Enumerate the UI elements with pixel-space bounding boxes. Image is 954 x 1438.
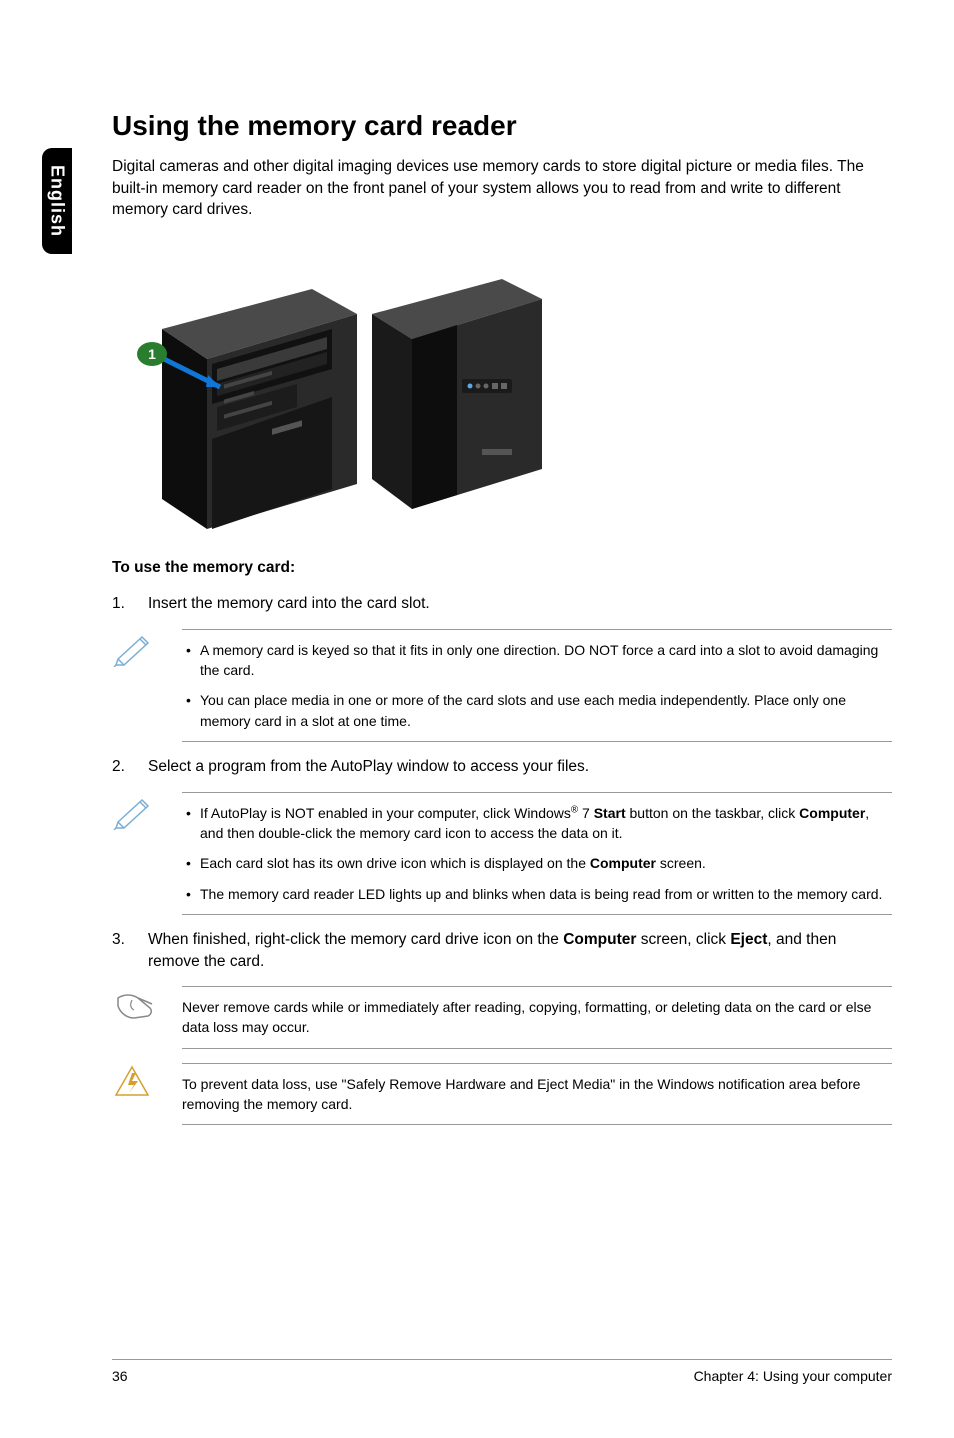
chapter-label: Chapter 4: Using your computer	[694, 1368, 892, 1384]
note-block-2: If AutoPlay is NOT enabled in your compu…	[112, 792, 892, 915]
step-3-text-b: screen, click	[636, 931, 730, 948]
note-block-4: To prevent data loss, use "Safely Remove…	[112, 1063, 892, 1126]
step-3-text: When finished, right-click the memory ca…	[148, 929, 892, 972]
subheading: To use the memory card:	[112, 559, 892, 577]
note-1-body: A memory card is keyed so that it fits i…	[182, 629, 892, 742]
note-1-item-2: You can place media in one or more of th…	[182, 690, 892, 731]
step-3-bold-b: Eject	[730, 931, 767, 948]
note-4-text: To prevent data loss, use "Safely Remove…	[182, 1074, 892, 1115]
lightning-icon	[112, 1063, 182, 1110]
pencil-icon	[112, 792, 182, 835]
note-2-item-2-bold: Computer	[590, 855, 656, 871]
note-block-1: A memory card is keyed so that it fits i…	[112, 629, 892, 742]
note-2-item-2-b: screen.	[656, 855, 706, 871]
side-tab-label: English	[47, 165, 68, 237]
step-3-bold-a: Computer	[563, 931, 636, 948]
section-heading: Using the memory card reader	[112, 110, 892, 142]
note-2-item-1-bold2: Computer	[799, 805, 865, 821]
note-4-body: To prevent data loss, use "Safely Remove…	[182, 1063, 892, 1126]
step-2-text: Select a program from the AutoPlay windo…	[148, 756, 589, 778]
hand-icon	[112, 986, 182, 1029]
step-1-num: 1.	[112, 593, 148, 615]
page-footer: 36 Chapter 4: Using your computer	[112, 1359, 892, 1384]
step-3-text-a: When finished, right-click the memory ca…	[148, 931, 563, 948]
intro-paragraph: Digital cameras and other digital imagin…	[112, 156, 892, 221]
note-2-item-2-a: Each card slot has its own drive icon wh…	[200, 855, 590, 871]
step-3-num: 3.	[112, 929, 148, 972]
note-2-item-3: The memory card reader LED lights up and…	[182, 884, 892, 904]
note-block-3: Never remove cards while or immediately …	[112, 986, 892, 1049]
page-number: 36	[112, 1368, 128, 1384]
note-2-item-1-bold1: Start	[594, 805, 626, 821]
step-1-text: Insert the memory card into the card slo…	[148, 593, 430, 615]
note-3-body: Never remove cards while or immediately …	[182, 986, 892, 1049]
step-2: 2. Select a program from the AutoPlay wi…	[112, 756, 892, 778]
note-2-item-1-b: 7	[578, 805, 594, 821]
note-3-text: Never remove cards while or immediately …	[182, 997, 892, 1038]
step-3: 3. When finished, right-click the memory…	[112, 929, 892, 972]
note-1-item-1: A memory card is keyed so that it fits i…	[182, 640, 892, 681]
pencil-icon	[112, 629, 182, 672]
note-2-body: If AutoPlay is NOT enabled in your compu…	[182, 792, 892, 915]
note-2-item-1-c: button on the taskbar, click	[626, 805, 800, 821]
note-2-item-1: If AutoPlay is NOT enabled in your compu…	[182, 803, 892, 844]
step-2-num: 2.	[112, 756, 148, 778]
note-2-item-2: Each card slot has its own drive icon wh…	[182, 853, 892, 873]
product-figure: 1	[112, 249, 552, 529]
side-language-tab: English	[42, 148, 72, 254]
callout-badge: 1	[137, 342, 167, 366]
svg-text:1: 1	[148, 346, 156, 362]
note-2-item-1-a: If AutoPlay is NOT enabled in your compu…	[200, 805, 571, 821]
page-content: Using the memory card reader Digital cam…	[112, 110, 892, 1139]
step-1: 1. Insert the memory card into the card …	[112, 593, 892, 615]
